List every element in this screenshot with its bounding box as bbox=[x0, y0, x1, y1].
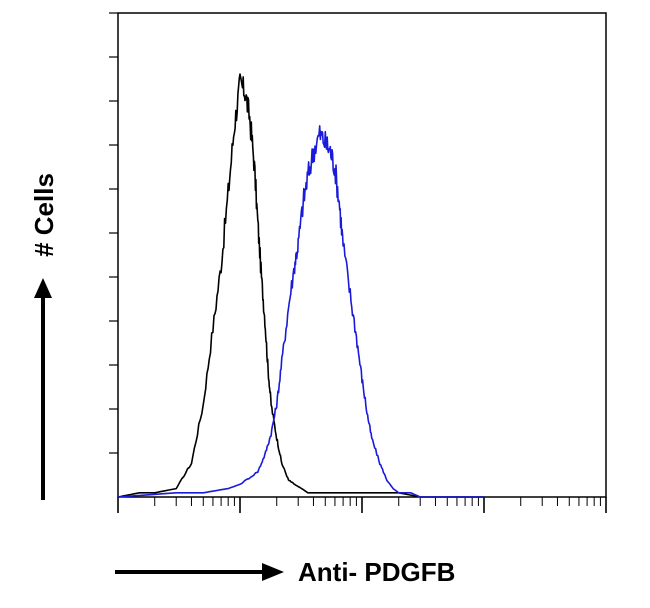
plot-area bbox=[117, 12, 607, 498]
x-axis-ticks bbox=[117, 497, 607, 513]
anti-pdgfb-histogram-line bbox=[117, 125, 484, 498]
y-axis-label: # Cells bbox=[29, 173, 59, 257]
y-axis-arrow-head bbox=[34, 278, 52, 298]
y-axis-ticks bbox=[109, 12, 118, 454]
x-axis-label: Anti- PDGFB bbox=[298, 557, 455, 587]
x-axis-label-group: Anti- PDGFB bbox=[115, 557, 455, 587]
y-axis-label-group: # Cells bbox=[29, 173, 59, 500]
control-histogram-line bbox=[117, 73, 484, 498]
x-axis-arrow-head bbox=[262, 563, 284, 581]
